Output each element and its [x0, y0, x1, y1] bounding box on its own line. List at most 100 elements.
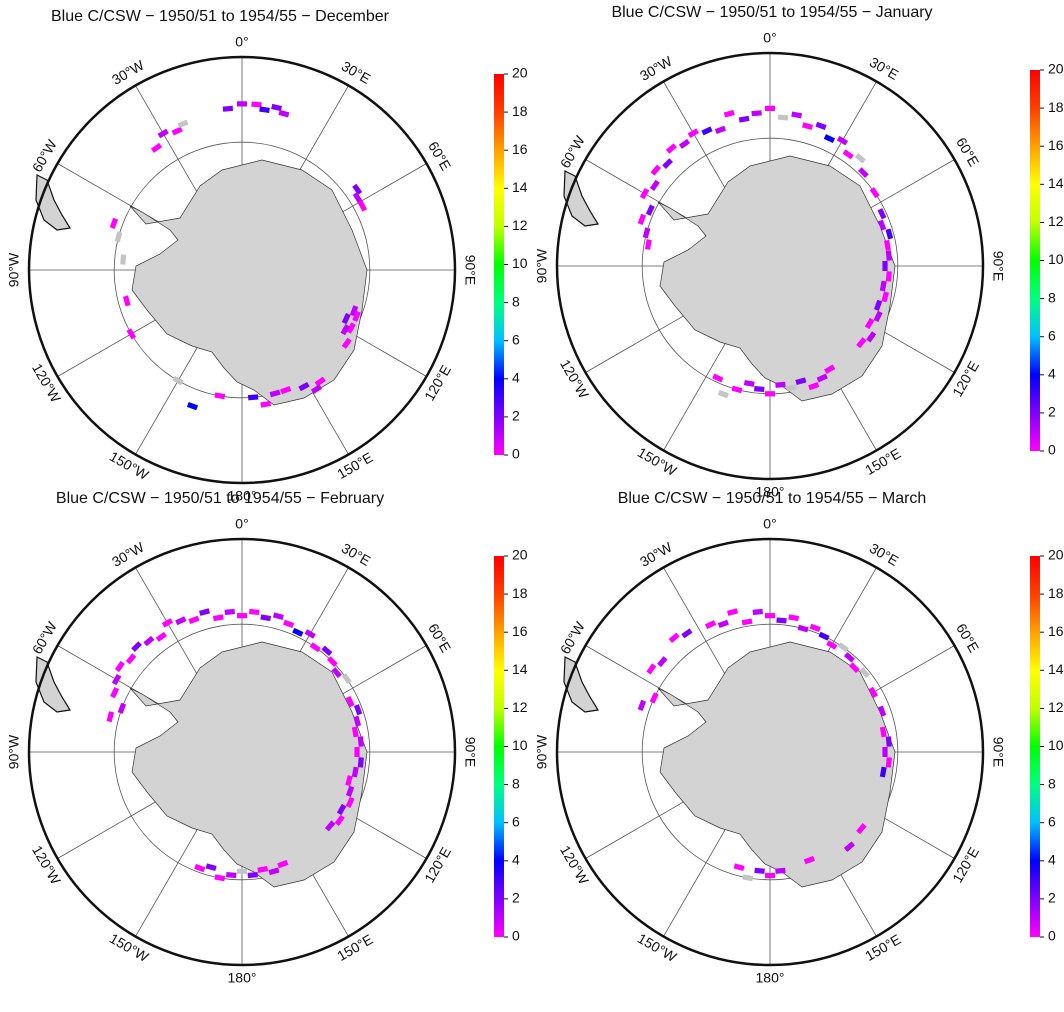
sighting-cell: [751, 110, 762, 117]
sighting-cell: [777, 114, 789, 121]
colorbar-tick-label: 18: [512, 585, 528, 601]
sighting-cell: [237, 613, 247, 619]
panel-title: Blue C/CSW − 1950/51 to 1954/55 − Februa…: [56, 490, 384, 507]
sighting-cell: [214, 874, 226, 882]
sighting-cell: [345, 775, 353, 787]
sighting-cell: [731, 385, 743, 394]
antarctica: [657, 155, 896, 402]
longitude-label: 150°W: [635, 930, 680, 965]
colorbar-tick-label: 6: [512, 331, 520, 347]
longitude-label: 150°W: [107, 930, 152, 965]
colorbar-tick-label: 20: [1048, 61, 1064, 77]
longitude-label: 120°W: [557, 357, 592, 402]
sighting-cell: [884, 239, 891, 251]
longitude-label: 120°W: [29, 361, 64, 406]
sighting-cell: [879, 766, 887, 778]
sighting-cell: [776, 617, 787, 624]
sighting-cell: [866, 331, 877, 343]
longitude-label: 150°E: [862, 445, 903, 478]
colorbar-tick-label: 16: [512, 623, 528, 639]
sighting-cell: [292, 627, 304, 637]
sighting-cell: [752, 608, 763, 615]
sighting-cell: [714, 125, 727, 135]
sighting-cell: [717, 389, 729, 399]
longitude-label: 180°: [228, 970, 257, 986]
sighting-cell: [177, 119, 189, 129]
sighting-cell: [357, 200, 368, 212]
longitude-label: 150°E: [862, 931, 903, 964]
sighting-cell: [120, 254, 127, 265]
sighting-cell: [345, 796, 355, 809]
sighting-cell: [879, 726, 887, 738]
sighting-cell: [310, 384, 323, 395]
longitude-label: 180°: [228, 488, 257, 504]
colorbar-tick-label: 4: [512, 370, 520, 386]
sighting-cell: [260, 614, 272, 622]
colorbar-tick-label: 10: [1048, 737, 1064, 753]
sighting-cell: [106, 711, 115, 723]
sighting-cell: [247, 872, 258, 879]
sighting-cell: [856, 337, 867, 349]
sighting-cell: [352, 183, 363, 195]
sighting-cell: [226, 872, 237, 879]
longitude-label: 0°: [763, 516, 776, 532]
sighting-cell: [224, 608, 235, 615]
longitude-label: 90°W: [534, 248, 550, 283]
sighting-cell: [283, 619, 295, 629]
colorbar-tick-label: 6: [512, 813, 520, 829]
sighting-cell: [280, 385, 292, 395]
sighting-cell: [842, 149, 854, 160]
longitude-label: 90°W: [534, 734, 550, 769]
longitude-label: 120°E: [949, 358, 982, 399]
sighting-cell: [681, 628, 693, 639]
sighting-cell: [199, 608, 211, 616]
sighting-cell: [260, 400, 272, 408]
sighting-cell: [298, 381, 310, 392]
sighting-cell: [775, 381, 786, 388]
sighting-cell: [701, 126, 713, 136]
colorbar: [494, 556, 504, 937]
sighting-cell: [341, 312, 351, 325]
sighting-cell: [881, 291, 890, 303]
longitude-label: 150°E: [334, 931, 375, 964]
sighting-cell: [352, 192, 363, 204]
colorbar-tick-label: 2: [1048, 404, 1056, 420]
sighting-cell: [815, 121, 827, 131]
longitude-label: 150°W: [107, 448, 152, 483]
sighting-cell: [212, 614, 224, 622]
longitude-label: 0°: [235, 34, 248, 50]
sighting-cell: [637, 213, 647, 225]
sighting-cell: [723, 109, 735, 118]
longitude-label: 180°: [756, 484, 785, 500]
sighting-cell: [738, 115, 750, 123]
sighting-cell: [354, 747, 360, 757]
colorbar-tick-label: 14: [1048, 175, 1064, 191]
sighting-cell: [114, 660, 125, 673]
sighting-cell: [352, 310, 361, 322]
colorbar-tick-label: 8: [1048, 775, 1056, 791]
map-panel: Blue C/CSW − 1950/51 to 1954/55 − Februa…: [6, 490, 528, 985]
colorbar-tick-label: 16: [1048, 137, 1064, 153]
sighting-cell: [351, 726, 359, 738]
sighting-cell: [249, 608, 260, 615]
longitude-label: 90°W: [6, 734, 22, 769]
sighting-cell: [809, 623, 821, 633]
colorbar-tick-label: 2: [1048, 890, 1056, 906]
sighting-cell: [161, 618, 174, 628]
sighting-cell: [877, 208, 887, 220]
sighting-cell: [143, 635, 155, 647]
sighting-cell: [155, 631, 167, 642]
sighting-cell: [879, 280, 887, 292]
sighting-cell: [111, 673, 122, 686]
sighting-cell: [808, 381, 820, 391]
colorbar: [494, 74, 504, 455]
colorbar-tick-label: 8: [512, 775, 520, 791]
sighting-cell: [864, 317, 875, 330]
sighting-cell: [324, 820, 336, 832]
sighting-cell: [259, 106, 270, 113]
sighting-cell: [665, 143, 677, 154]
sighting-cell: [869, 187, 880, 199]
sighting-cell: [304, 629, 316, 639]
colorbar-tick-label: 4: [512, 852, 520, 868]
